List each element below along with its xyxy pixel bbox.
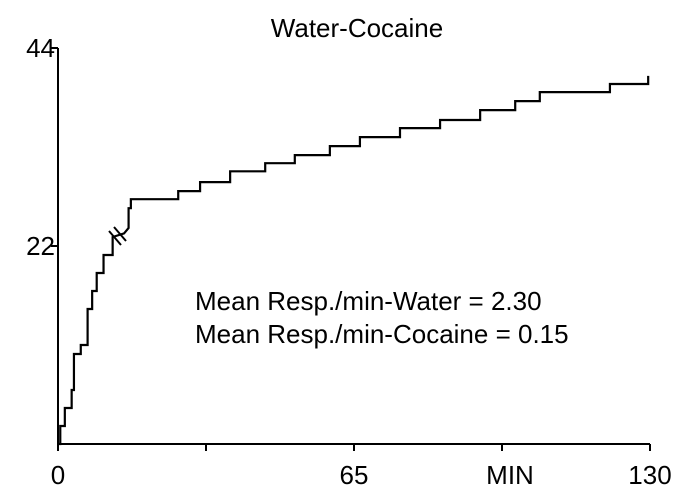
x-tick-label: 65 (340, 460, 369, 490)
annotation: Mean Resp./min-Water = 2.30 (195, 286, 542, 316)
annotation: Mean Resp./min-Cocaine = 0.15 (195, 319, 569, 349)
x-axis-label: MIN (486, 460, 534, 490)
y-tick-label: 44 (26, 33, 55, 63)
cumulative-record (58, 75, 650, 446)
chart-title: Water-Cocaine (271, 13, 443, 43)
x-tick-label: 0 (51, 460, 65, 490)
x-tick-label: 130 (628, 460, 671, 490)
y-tick-label: 22 (26, 231, 55, 261)
